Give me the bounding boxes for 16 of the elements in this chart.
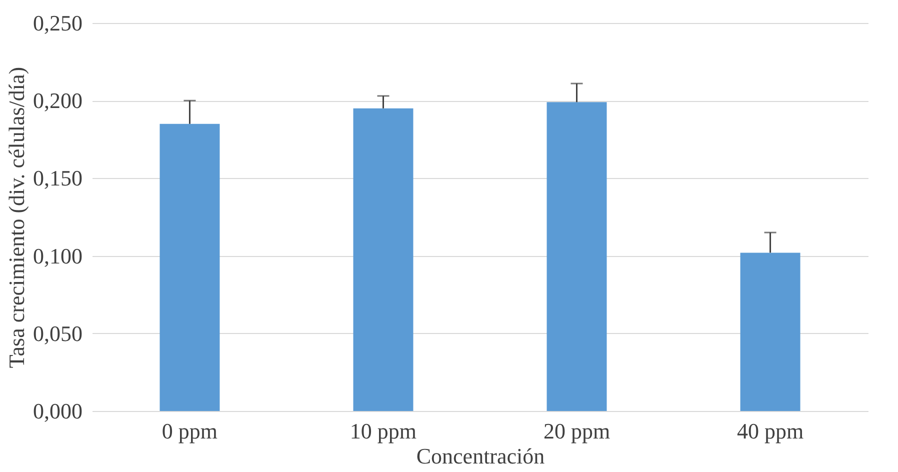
y-tick-label: 0,000 <box>33 398 82 424</box>
x-tick-label: 20 ppm <box>543 418 610 444</box>
y-tick-label: 0,150 <box>33 166 82 191</box>
bar <box>740 252 800 411</box>
x-axis-title: Concentración <box>416 444 545 468</box>
y-tick-label: 0,200 <box>33 88 82 114</box>
bar <box>160 124 220 411</box>
y-tick-label: 0,100 <box>33 243 82 268</box>
x-tick-label: 0 ppm <box>162 418 218 444</box>
bar <box>546 102 607 411</box>
y-tick-label: 0,050 <box>33 320 82 346</box>
y-axis-title: Tasa crecimiento (div. células/día) <box>4 66 29 368</box>
x-tick-label: 40 ppm <box>736 418 804 444</box>
y-tick-label: 0,250 <box>33 10 82 36</box>
x-tick-label: 10 ppm <box>350 418 417 444</box>
bar <box>353 108 414 411</box>
